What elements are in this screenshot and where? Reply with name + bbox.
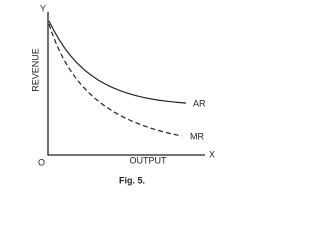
ar-label: AR — [193, 98, 206, 108]
background — [0, 0, 264, 195]
x-axis-letter: X — [209, 149, 215, 159]
axes — [47, 12, 205, 156]
mr-label: MR — [190, 131, 204, 141]
horizontal-axis-title: OUTPUT — [130, 155, 168, 165]
origin-label: O — [38, 157, 45, 167]
mr-curve — [48, 23, 183, 137]
figure: Y X O REVENUE OUTPUT AR MR Fig. 5. — [0, 0, 264, 195]
y-axis-letter: Y — [40, 3, 46, 13]
vertical-axis-title: REVENUE — [30, 48, 40, 92]
caption: Fig. 5. — [119, 175, 145, 185]
ar-curve — [48, 20, 187, 104]
